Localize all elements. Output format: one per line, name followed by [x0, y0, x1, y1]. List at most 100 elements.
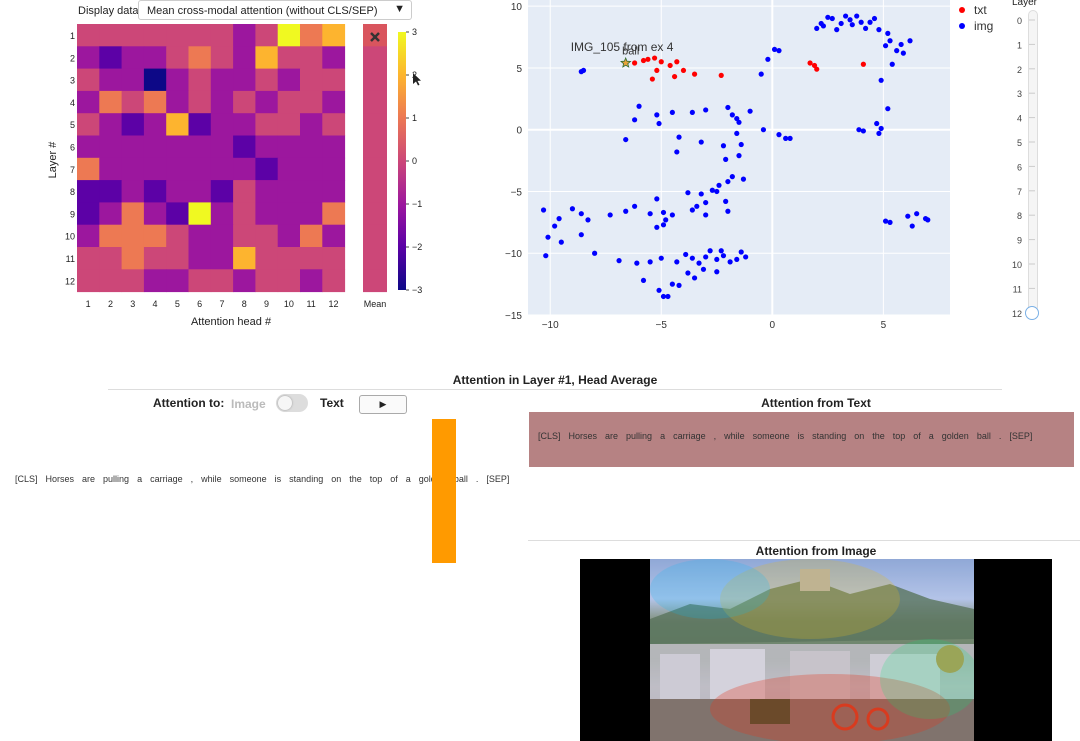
scatter-point-img[interactable]	[654, 112, 660, 118]
display-data-dropdown[interactable]: Mean cross-modal attention (without CLS/…	[138, 0, 412, 20]
heatmap-cell[interactable]	[322, 135, 346, 159]
scatter-point-img[interactable]	[814, 25, 820, 32]
scatter-point-img[interactable]	[660, 222, 667, 228]
heatmap-cell[interactable]	[233, 180, 256, 203]
heatmap-cell[interactable]	[77, 90, 100, 114]
scatter-point-img[interactable]	[771, 46, 778, 53]
scatter-point-img[interactable]	[729, 112, 735, 118]
scatter-point-img[interactable]	[854, 13, 860, 19]
token[interactable]: standing	[812, 431, 847, 441]
heatmap-cell[interactable]	[77, 24, 100, 47]
slider-tick-label[interactable]: 2	[1017, 65, 1022, 75]
scatter-point-img[interactable]	[556, 216, 562, 222]
scatter-point-img[interactable]	[696, 260, 702, 266]
heatmap-cell[interactable]	[233, 68, 256, 92]
heatmap-cell[interactable]	[143, 269, 167, 293]
scatter-point-txt[interactable]	[860, 61, 866, 67]
heatmap-cell[interactable]	[277, 180, 301, 203]
heatmap-cell[interactable]	[277, 202, 301, 226]
attention-toggle[interactable]	[276, 394, 308, 412]
heatmap-cell[interactable]	[255, 90, 279, 114]
token[interactable]: a	[660, 431, 666, 441]
slider-tick-label[interactable]: 0	[1017, 16, 1022, 26]
scatter-point-img[interactable]	[834, 27, 840, 33]
scatter-point-txt[interactable]	[667, 62, 673, 69]
heatmap-cell[interactable]	[143, 113, 167, 136]
scatter-point-img[interactable]	[829, 15, 835, 22]
scatter-point-img[interactable]	[694, 203, 700, 209]
heatmap-cell[interactable]	[77, 46, 100, 70]
heatmap-cell[interactable]	[300, 180, 323, 203]
token[interactable]: on	[331, 474, 342, 484]
heatmap-cell[interactable]	[233, 135, 256, 159]
scatter-point-img[interactable]	[871, 15, 878, 22]
token[interactable]: .	[475, 474, 479, 484]
close-x-icon[interactable]	[370, 32, 380, 42]
token[interactable]: the	[349, 474, 362, 484]
heatmap-cell[interactable]	[233, 113, 256, 136]
token[interactable]: [SEP]	[486, 474, 510, 484]
token[interactable]: golden	[941, 431, 969, 441]
scatter-point-img[interactable]	[707, 248, 713, 254]
scatter-point-img[interactable]	[689, 207, 695, 213]
heatmap-cell[interactable]	[300, 46, 323, 70]
token[interactable]: Horses	[568, 431, 598, 441]
scatter-point-img[interactable]	[734, 130, 740, 137]
scatter-point-img[interactable]	[656, 120, 662, 127]
scatter-point-img[interactable]	[636, 103, 642, 109]
token[interactable]: ball	[976, 431, 991, 441]
token[interactable]: top	[369, 474, 383, 484]
heatmap-mean-cell[interactable]	[363, 135, 387, 159]
heatmap-cell[interactable]	[255, 113, 279, 136]
scatter-point-img[interactable]	[558, 239, 564, 245]
token[interactable]: of	[390, 474, 398, 484]
scatter-point-img[interactable]	[856, 127, 862, 133]
heatmap-cell[interactable]	[166, 247, 189, 270]
toggle-image-label[interactable]: Image	[231, 397, 266, 411]
heatmap-cell[interactable]	[255, 269, 279, 293]
heatmap-mean-cell[interactable]	[363, 269, 387, 293]
scatter-point-img[interactable]	[698, 139, 704, 145]
scatter-point-img[interactable]	[698, 191, 704, 197]
heatmap-mean-cell[interactable]	[363, 68, 387, 92]
heatmap-cell[interactable]	[99, 202, 123, 226]
scatter-point-img[interactable]	[658, 255, 664, 261]
heatmap-cell[interactable]	[77, 247, 100, 270]
scatter-point-img[interactable]	[654, 196, 660, 202]
heatmap-cell[interactable]	[322, 269, 346, 293]
heatmap-cell[interactable]	[188, 46, 212, 70]
heatmap-cell[interactable]	[255, 157, 279, 181]
heatmap-mean-cell[interactable]	[363, 157, 387, 181]
scatter-point-img[interactable]	[876, 130, 882, 137]
scatter-point-img[interactable]	[543, 253, 549, 259]
scatter-point-img[interactable]	[776, 48, 782, 54]
slider-tick-label[interactable]: 11	[1013, 284, 1022, 294]
heatmap-cell[interactable]	[143, 247, 167, 270]
heatmap-cell[interactable]	[143, 46, 167, 70]
heatmap-mean-cell[interactable]	[363, 46, 387, 70]
scatter-point-img[interactable]	[860, 128, 866, 134]
heatmap-cell[interactable]	[255, 46, 279, 70]
heatmap-cell[interactable]	[77, 113, 100, 136]
heatmap-cell[interactable]	[121, 180, 145, 203]
heatmap-cell[interactable]	[277, 157, 301, 181]
heatmap-cell[interactable]	[233, 247, 256, 270]
heatmap-cell[interactable]	[166, 135, 189, 159]
scatter-point-img[interactable]	[700, 266, 707, 272]
scatter-point-img[interactable]	[729, 174, 735, 180]
heatmap-cell[interactable]	[300, 24, 323, 47]
scatter-point-txt[interactable]	[671, 73, 678, 80]
scatter-point-txt[interactable]	[652, 55, 658, 61]
scatter-point-txt[interactable]	[640, 57, 647, 64]
scatter-point-img[interactable]	[882, 43, 889, 49]
heatmap-cell[interactable]	[210, 135, 234, 159]
scatter-point-img[interactable]	[607, 212, 613, 218]
scatter-point-img[interactable]	[783, 135, 789, 141]
scatter-point-img[interactable]	[669, 281, 675, 287]
token[interactable]: carriage	[150, 474, 183, 484]
heatmap-cell[interactable]	[143, 68, 167, 92]
scatter-point-img[interactable]	[765, 56, 771, 62]
scatter-point-img[interactable]	[552, 223, 558, 229]
slider-tick-label[interactable]: 8	[1017, 211, 1022, 221]
scatter-point-img[interactable]	[632, 117, 638, 123]
